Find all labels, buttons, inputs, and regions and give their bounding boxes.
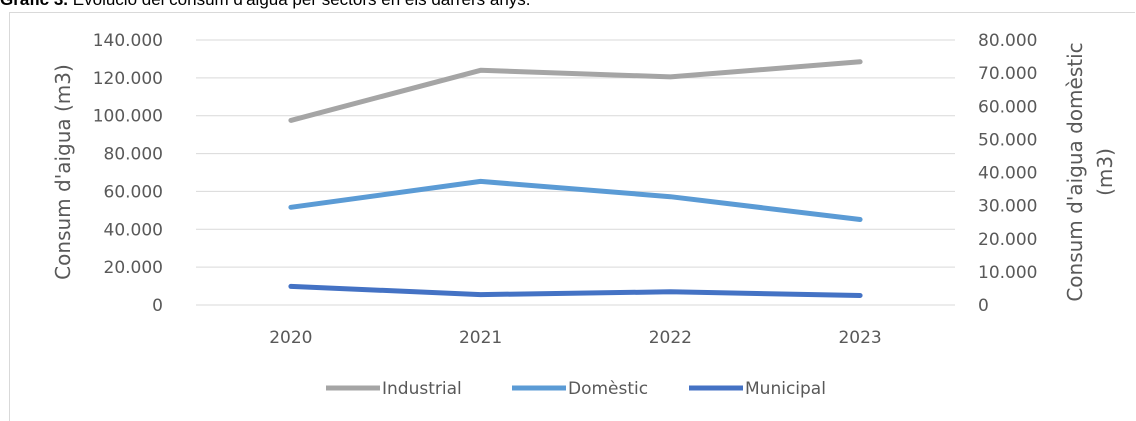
right-tick-label: 20.000 [978,230,1037,250]
x-axis-ticks: 2020 2021 2022 2023 [269,328,882,348]
chart-caption: Gràfic 3. Evolució del consum d'aigua pe… [0,0,531,10]
chart-frame [9,12,1135,421]
left-tick-label: 40.000 [104,220,163,240]
right-tick-label: 60.000 [978,97,1037,117]
right-axis-ticks: 0 10.000 20.000 30.000 40.000 50.000 60.000 70.… [978,31,1037,316]
x-tick-label: 2023 [838,328,881,348]
right-axis-title-line-2: (m3) [1093,148,1117,196]
right-tick-label: 10.000 [978,263,1037,283]
series-line-domestic [288,178,863,222]
left-tick-label: 140.000 [93,31,163,51]
left-axis-title: Consum d'aigua (m3) [51,64,75,280]
left-tick-label: 0 [152,296,163,316]
left-tick-label: 80.000 [104,145,163,165]
left-tick-label: 120.000 [93,69,163,89]
series-line-municipal [288,283,863,298]
right-tick-label: 80.000 [978,31,1037,51]
left-tick-label: 100.000 [93,107,163,127]
left-tick-label: 60.000 [104,182,163,202]
x-tick-label: 2022 [649,328,692,348]
legend: Industrial Domèstic Municipal [326,379,826,399]
series-line-industrial [288,59,863,123]
series-lines [288,59,863,298]
right-axis-title-line-1: Consum d'aigua domèstic [1063,42,1087,301]
caption-text: Evolució del consum d'aigua per sectors … [68,0,531,9]
right-tick-label: 50.000 [978,130,1037,150]
x-tick-label: 2020 [269,328,312,348]
caption-label: Gràfic 3. [0,0,68,9]
x-tick-label: 2021 [459,328,502,348]
right-tick-label: 0 [978,296,989,316]
right-tick-label: 70.000 [978,64,1037,84]
left-tick-label: 20.000 [104,258,163,278]
right-tick-label: 30.000 [978,197,1037,217]
legend-label-municipal: Municipal [745,379,826,399]
left-axis-ticks: 0 20.000 40.000 60.000 80.000 100.000 120.000 1… [93,31,163,316]
right-tick-label: 40.000 [978,164,1037,184]
legend-label-domestic: Domèstic [568,379,648,399]
gridlines [196,39,955,306]
legend-label-industrial: Industrial [382,379,462,399]
